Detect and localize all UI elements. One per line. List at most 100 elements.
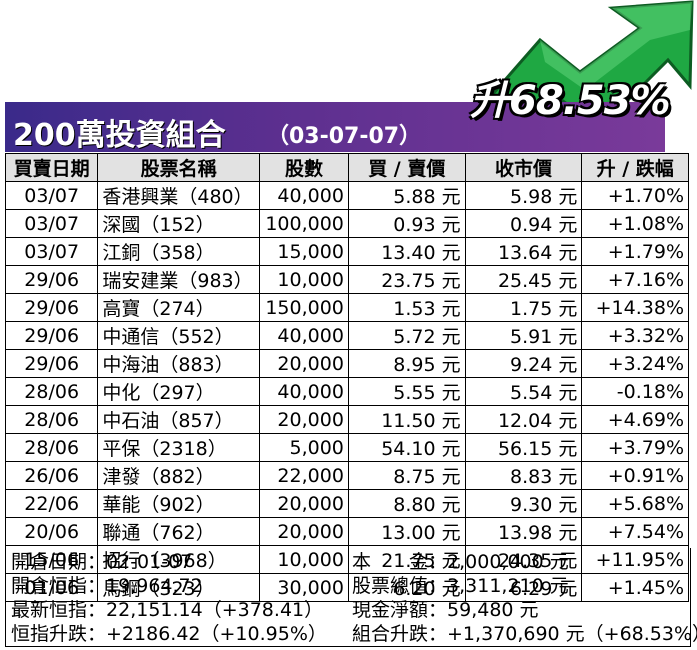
- cell-shares: 30,000: [259, 573, 349, 602]
- cell-change: +1.70%: [581, 181, 689, 210]
- cell-buy-sell-price: 8.75 元: [347, 461, 466, 490]
- cell-shares: 22,000: [259, 461, 349, 490]
- summary-label: 開倉恒指: [11, 575, 88, 597]
- cell-buy-sell-price: 8.95 元: [347, 349, 466, 378]
- column-header-close-price: 收市價: [464, 153, 583, 182]
- table-header-row: 買賣日期 股票名稱 股數 買 / 賣價 收市價 升 / 跌幅: [4, 153, 689, 182]
- cell-change: +1.08%: [581, 209, 689, 238]
- table-row: 03/07 江銅（358） 15,000 13.40 元 13.64 元 +1.79%: [4, 237, 689, 266]
- cell-trade-date: 29/06: [4, 265, 99, 294]
- cell-shares: 40,000: [259, 181, 349, 210]
- table-row: 29/06 中通信（552） 40,000 5.72 元 5.91 元 +3.32%: [4, 321, 689, 350]
- portfolio-title: 200萬投資組合: [13, 118, 226, 153]
- summary-label: 本 金: [352, 551, 429, 573]
- holdings-table: 買賣日期 股票名稱 股數 買 / 賣價 收市價 升 / 跌幅 03/07 香港興業…: [4, 153, 689, 602]
- gain-badge: 升68.53%: [470, 78, 671, 124]
- cell-stock-name: 香港興業（480）: [97, 181, 261, 210]
- summary-row: 開倉日期：02-01-07 本 金：2,000,000 元: [6, 550, 690, 574]
- cell-trade-date: 01/06: [4, 573, 99, 602]
- table-row: 03/07 香港興業（480） 40,000 5.88 元 5.98 元 +1.70%: [4, 181, 689, 210]
- cell-trade-date: 20/06: [4, 517, 99, 546]
- cell-stock-name: 津發（882）: [97, 461, 261, 490]
- portfolio-date: （03-07-07）: [267, 124, 422, 149]
- cell-trade-date: 28/06: [4, 377, 99, 406]
- cell-stock-name: 中通信（552）: [97, 321, 261, 350]
- summary-value: ：22,151.14（+378.41）: [87, 599, 324, 621]
- cell-buy-sell-price: 8.80 元: [347, 489, 466, 518]
- cell-close-price: 5.54 元: [464, 377, 583, 406]
- cell-buy-sell-price: 13.40 元: [347, 237, 466, 266]
- cell-change: +3.24%: [581, 349, 689, 378]
- table-row: 28/06 中石油（857） 20,000 11.50 元 12.04 元 +4.69%: [4, 405, 689, 434]
- cell-change: +7.16%: [581, 265, 689, 294]
- cell-change: +14.38%: [581, 293, 689, 322]
- cell-shares: 15,000: [259, 237, 349, 266]
- column-header-shares: 股數: [259, 153, 349, 182]
- cell-shares: 150,000: [259, 293, 349, 322]
- cell-close-price: 13.98 元: [464, 517, 583, 546]
- cell-stock-name: 高寶（274）: [97, 293, 261, 322]
- summary-label: 恒指升跌: [11, 623, 88, 645]
- summary-label: 組合升跌: [352, 623, 429, 645]
- cell-stock-name: 馬鋼（323）: [97, 573, 261, 602]
- cell-buy-sell-price: 6.20 元: [347, 573, 466, 602]
- cell-buy-sell-price: 0.93 元: [347, 209, 466, 238]
- cell-change: +3.32%: [581, 321, 689, 350]
- cell-trade-date: 29/06: [4, 349, 99, 378]
- column-header-stock-name: 股票名稱: [97, 153, 261, 182]
- cell-shares: 10,000: [259, 265, 349, 294]
- summary-row: 最新恒指：22,151.14（+378.41） 現金淨額：59,480 元: [6, 598, 690, 622]
- cell-stock-name: 聯通（762）: [97, 517, 261, 546]
- cell-stock-name: 平保（2318）: [97, 433, 261, 462]
- table-row: 28/06 中化（297） 40,000 5.55 元 5.54 元 -0.18%: [4, 377, 689, 406]
- summary-hsi-change: 恒指升跌：+2186.42（+10.95%）: [11, 622, 327, 646]
- cell-trade-date: 28/06: [4, 433, 99, 462]
- cell-buy-sell-price: 54.10 元: [347, 433, 466, 462]
- cell-trade-date: 29/06: [4, 293, 99, 322]
- cell-change: +3.79%: [581, 433, 689, 462]
- cell-shares: 20,000: [259, 517, 349, 546]
- cell-shares: 5,000: [259, 433, 349, 462]
- table-row: 26/06 津發（882） 22,000 8.75 元 8.83 元 +0.91%: [4, 461, 689, 490]
- cell-trade-date: 22/06: [4, 489, 99, 518]
- cell-trade-date: 03/07: [4, 209, 99, 238]
- cell-close-price: 25.45 元: [464, 265, 583, 294]
- table-row: 29/06 高寶（274） 150,000 1.53 元 1.75 元 +14.38%: [4, 293, 689, 322]
- cell-buy-sell-price: 5.72 元: [347, 321, 466, 350]
- table-row: 28/06 平保（2318） 5,000 54.10 元 56.15 元 +3.79%: [4, 433, 689, 462]
- cell-shares: 40,000: [259, 321, 349, 350]
- summary-stock-value: 股票總值：3,311,210 元: [352, 574, 569, 598]
- table-row: 03/07 深國（152） 100,000 0.93 元 0.94 元 +1.08%: [4, 209, 689, 238]
- cell-change: +4.69%: [581, 405, 689, 434]
- cell-close-price: 0.94 元: [464, 209, 583, 238]
- cell-shares: 20,000: [259, 349, 349, 378]
- summary-value: ：+1,370,690 元（+68.53%）: [428, 623, 697, 645]
- summary-open-hsi: 開倉恒指：19,964.72: [11, 574, 203, 598]
- table-row: 01/06 馬鋼（323） 30,000 6.20 元 6.29 元 +1.45%: [4, 573, 689, 602]
- cell-close-price: 1.75 元: [464, 293, 583, 322]
- table-row: 20/06 聯通（762） 20,000 13.00 元 13.98 元 +7.54%: [4, 517, 689, 546]
- cell-close-price: 8.83 元: [464, 461, 583, 490]
- cell-stock-name: 招行（3968）: [97, 545, 261, 574]
- cell-stock-name: 瑞安建業（983）: [97, 265, 261, 294]
- cell-shares: 100,000: [259, 209, 349, 238]
- cell-trade-date: 03/07: [4, 237, 99, 266]
- summary-net-cash: 現金淨額：59,480 元: [352, 598, 539, 622]
- cell-buy-sell-price: 11.50 元: [347, 405, 466, 434]
- cell-buy-sell-price: 13.00 元: [347, 517, 466, 546]
- column-header-trade-date: 買賣日期: [4, 153, 99, 182]
- summary-portfolio-change: 組合升跌：+1,370,690 元（+68.53%）: [352, 622, 697, 646]
- cell-stock-name: 中海油（883）: [97, 349, 261, 378]
- cell-change: +5.68%: [581, 489, 689, 518]
- summary-latest-hsi: 最新恒指：22,151.14（+378.41）: [11, 598, 323, 622]
- cell-stock-name: 深國（152）: [97, 209, 261, 238]
- cell-shares: 40,000: [259, 377, 349, 406]
- cell-buy-sell-price: 1.53 元: [347, 293, 466, 322]
- cell-close-price: 5.91 元: [464, 321, 583, 350]
- table-row: 29/06 瑞安建業（983） 10,000 23.75 元 25.45 元 +7.16%: [4, 265, 689, 294]
- summary-open-date: 開倉日期：02-01-07: [11, 550, 192, 574]
- cell-stock-name: 江銅（358）: [97, 237, 261, 266]
- cell-buy-sell-price: 5.88 元: [347, 181, 466, 210]
- summary-row: 恒指升跌：+2186.42（+10.95%） 組合升跌：+1,370,690 元…: [6, 622, 697, 646]
- cell-trade-date: 26/06: [4, 461, 99, 490]
